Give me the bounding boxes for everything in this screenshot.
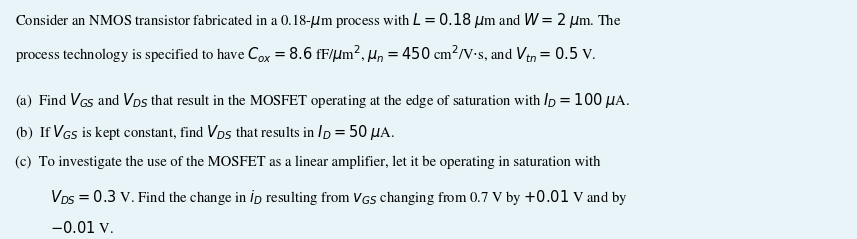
Text: (a)  Find $V_{GS}$ and $V_{DS}$ that result in the MOSFET operating at the edge : (a) Find $V_{GS}$ and $V_{DS}$ that resu… — [15, 91, 630, 110]
Text: Consider an NMOS transistor fabricated in a 0.18-$\mu$m process with $L = 0.18$ : Consider an NMOS transistor fabricated i… — [15, 11, 622, 30]
Text: process technology is specified to have $C_{ox} = 8.6$ fF/$\mu$m$^2$, $\mu_n = 4: process technology is specified to have … — [15, 43, 596, 65]
Text: (b)  If $V_{GS}$ is kept constant, find $V_{DS}$ that results in $I_D = 50$ $\mu: (b) If $V_{GS}$ is kept constant, find $… — [15, 123, 396, 142]
Text: $-0.01$ V.: $-0.01$ V. — [50, 220, 113, 236]
Text: $V_{DS} = 0.3$ V. Find the change in $i_D$ resulting from $v_{GS}$ changing from: $V_{DS} = 0.3$ V. Find the change in $i_… — [50, 188, 627, 206]
Text: (c)  To investigate the use of the MOSFET as a linear amplifier, let it be opera: (c) To investigate the use of the MOSFET… — [15, 155, 601, 169]
